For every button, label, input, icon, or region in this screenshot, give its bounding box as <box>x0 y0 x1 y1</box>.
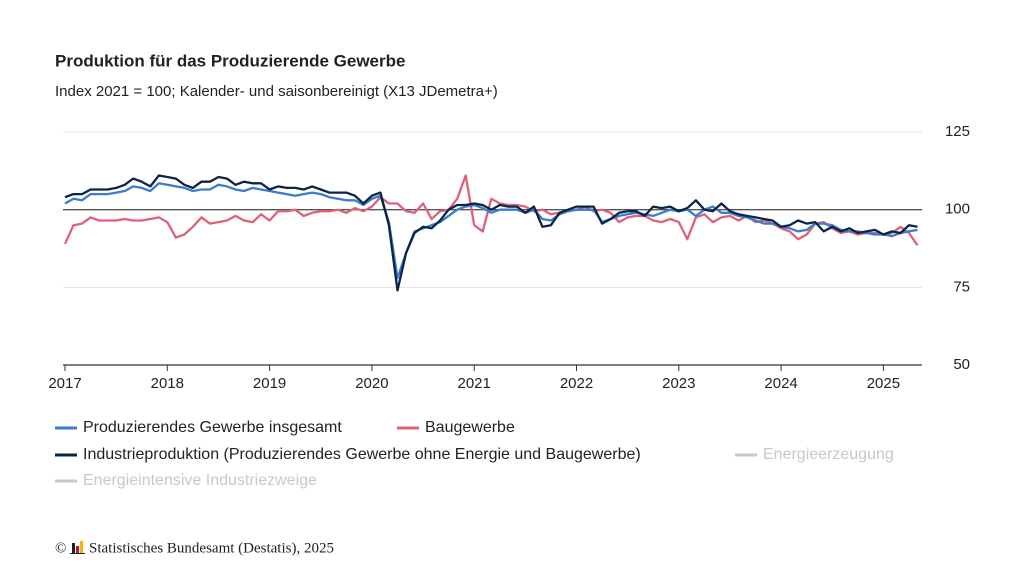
series-line <box>64 182 918 280</box>
x-tick-label: 2017 <box>48 375 81 392</box>
y-tick-label: 75 <box>953 278 970 295</box>
x-tick-label: 2022 <box>560 375 593 392</box>
x-tick-label: 2024 <box>764 375 797 392</box>
x-tick-label: 2021 <box>458 375 491 392</box>
y-tick-label: 125 <box>945 123 970 140</box>
chart-subtitle: Index 2021 = 100; Kalender- und saisonbe… <box>55 83 498 100</box>
legend-label[interactable]: Baugewerbe <box>425 419 515 436</box>
legend-label[interactable]: Industrieproduktion (Produzierendes Gewe… <box>83 446 641 463</box>
chart-title: Produktion für das Produzierende Gewerbe <box>55 51 405 70</box>
source-icon <box>70 541 85 554</box>
series-line <box>64 174 918 292</box>
x-tick-label: 2019 <box>253 375 286 392</box>
x-tick-label: 2023 <box>662 375 695 392</box>
x-tick-label: 2018 <box>151 375 184 392</box>
x-tick-label: 2025 <box>867 375 900 392</box>
y-tick-label: 50 <box>953 356 970 373</box>
legend-label[interactable]: Produzierendes Gewerbe insgesamt <box>83 419 342 436</box>
x-tick-label: 2020 <box>355 375 388 392</box>
source: Statistisches Bundesamt (Destatis), 2025 <box>89 540 334 556</box>
copyright: © <box>55 540 66 556</box>
y-tick-label: 100 <box>945 201 970 218</box>
legend-label[interactable]: Energieintensive Industriezweige <box>83 472 317 489</box>
legend-label[interactable]: Energieerzeugung <box>763 446 894 463</box>
